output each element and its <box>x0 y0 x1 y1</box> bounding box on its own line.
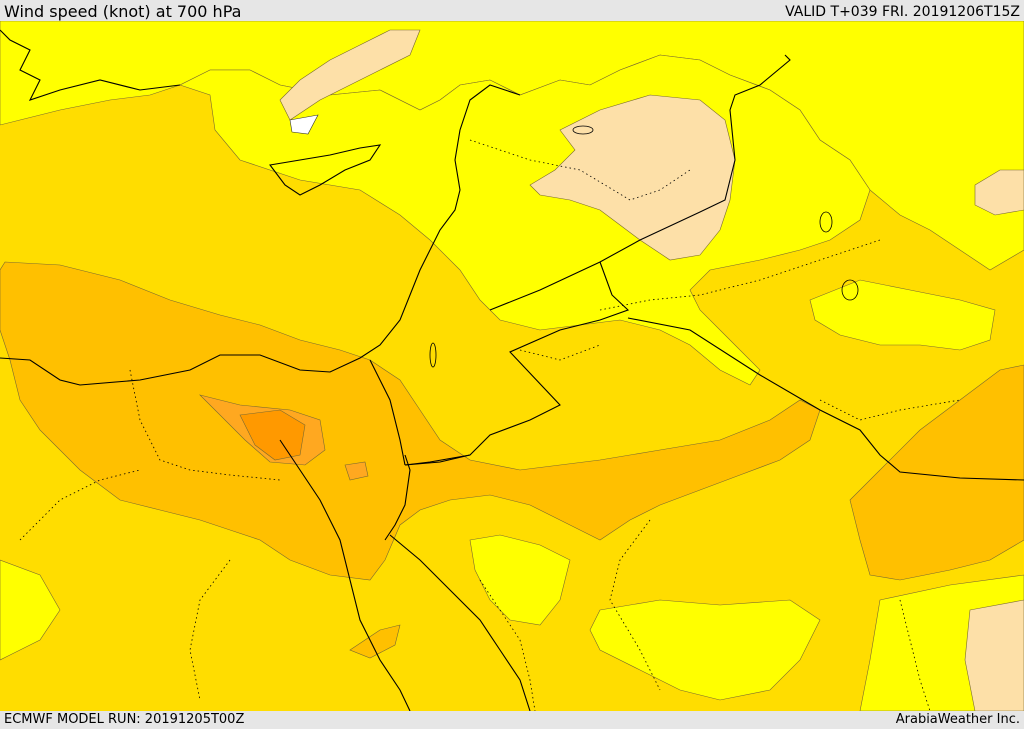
zone-amber-east <box>849 364 1024 581</box>
zone-peach-turkey <box>279 29 421 121</box>
zone-peach-ne <box>974 169 1024 216</box>
valid-time: VALID T+039 FRI. 20191206T15Z <box>785 4 1020 20</box>
map-footer: ECMWF MODEL RUN: 20191205T00Z ArabiaWeat… <box>0 711 1024 729</box>
zone-amber-arabia <box>349 624 401 659</box>
zone-yellow-east <box>809 279 996 351</box>
zone-peach-syria <box>529 94 736 261</box>
political-borders <box>0 29 1024 711</box>
zone-dark-orange-core <box>239 409 306 461</box>
zone-white-patch <box>289 114 319 135</box>
zone-yellow-southwest <box>0 559 61 661</box>
credit-label: ArabiaWeather Inc. <box>895 712 1020 727</box>
zone-peach-se <box>964 599 1024 711</box>
wind-speed-map[interactable] <box>0 21 1024 711</box>
zone-yellow-arabia-2 <box>589 599 821 701</box>
map-header: Wind speed (knot) at 700 hPa VALID T+039… <box>0 0 1024 21</box>
model-run-label: ECMWF MODEL RUN: 20191205T00Z <box>4 712 245 727</box>
zone-orange-sinai <box>344 461 369 481</box>
small-water-bodies <box>429 125 859 368</box>
internal-boundaries <box>19 139 961 711</box>
map-title: Wind speed (knot) at 700 hPa <box>4 2 242 21</box>
